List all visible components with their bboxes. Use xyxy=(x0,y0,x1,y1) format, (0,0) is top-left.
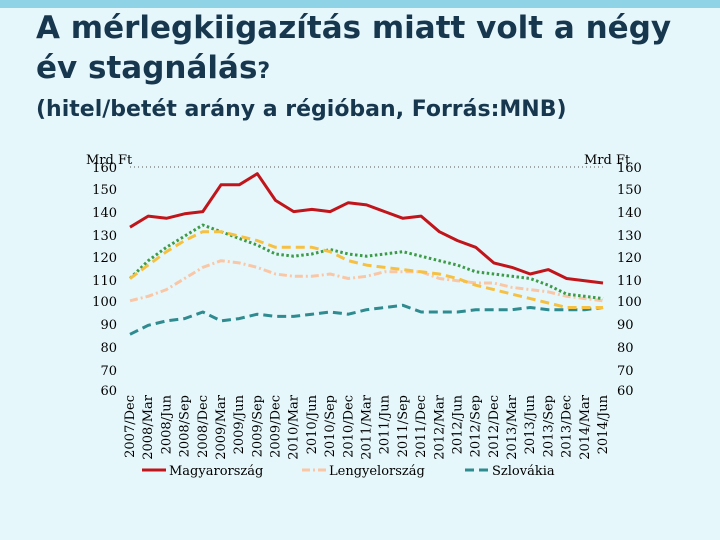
series-line-2 xyxy=(129,303,604,336)
legend-label: Lengyelország xyxy=(329,464,425,479)
y-unit-left: Mrd Ft xyxy=(86,153,133,168)
y-tick-right: 140 xyxy=(617,206,642,221)
series-line-1 xyxy=(129,259,604,303)
x-tick-label: 2009/Mar xyxy=(214,394,229,460)
x-tick-label: 2011/Jun xyxy=(378,394,393,454)
y-unit-right: Mrd Ft xyxy=(584,153,631,168)
x-tick-label: 2008/Mar xyxy=(141,394,156,460)
x-tick-label: 2013/Jun xyxy=(523,394,538,454)
y-tick-right: 60 xyxy=(617,384,634,399)
x-tick-label: 2010/Jun xyxy=(305,394,320,454)
x-tick-label: 2012/Jun xyxy=(450,394,465,454)
y-tick-left: 60 xyxy=(100,384,117,399)
x-tick-label: 2012/Sep xyxy=(469,395,484,457)
x-tick-label: 2009/Sep xyxy=(250,395,265,457)
y-tick-right: 150 xyxy=(617,183,642,198)
legend-label: Magyarország xyxy=(169,464,263,479)
y-axis-left: 160 150 140 130 120 110 100 90 80 70 60 xyxy=(92,161,117,399)
y-tick-left: 130 xyxy=(92,229,117,244)
y-tick-right: 130 xyxy=(617,229,642,244)
x-tick-label: 2014/Mar xyxy=(578,394,593,460)
y-tick-left: 120 xyxy=(92,251,117,266)
y-tick-left: 90 xyxy=(100,318,117,333)
y-tick-right: 80 xyxy=(617,341,634,356)
slide-top-bar xyxy=(0,0,720,8)
x-tick-label: 2009/Dec xyxy=(269,395,284,458)
x-tick-label: 2013/Dec xyxy=(560,395,575,458)
slide-title: A mérlegkiigazítás miatt volt a négy év … xyxy=(36,8,716,92)
x-tick-label: 2011/Sep xyxy=(396,395,411,457)
x-tick-label: 2007/Dec xyxy=(123,395,138,458)
title-main: A mérlegkiigazítás miatt volt a négy év … xyxy=(36,10,672,86)
y-tick-left: 150 xyxy=(92,183,117,198)
x-tick-label: 2010/Dec xyxy=(341,395,356,458)
x-tick-label: 2008/Dec xyxy=(196,395,211,458)
x-tick-label: 2009/Jun xyxy=(232,394,247,454)
series-line-3 xyxy=(128,223,604,301)
x-tick-label: 2012/Mar xyxy=(432,394,447,460)
y-axis-right: 160 150 140 130 120 110 100 90 80 70 60 xyxy=(617,161,642,399)
x-tick-label: 2008/Jun xyxy=(159,394,174,454)
y-tick-left: 110 xyxy=(92,274,117,289)
x-tick-label: 2011/Dec xyxy=(414,395,429,458)
y-tick-right: 70 xyxy=(617,364,634,379)
chart-legend: Magyarország Lengyelország Szlovákia xyxy=(142,464,555,479)
y-tick-left: 100 xyxy=(92,295,117,310)
chart-series xyxy=(128,172,604,336)
y-tick-right: 110 xyxy=(617,274,642,289)
x-tick-label: 2014/Jun xyxy=(596,394,611,454)
legend-label: Szlovákia xyxy=(492,464,555,479)
x-tick-label: 2010/Mar xyxy=(287,394,302,460)
x-tick-label: 2008/Sep xyxy=(178,395,193,457)
series-line-4 xyxy=(129,230,603,309)
y-tick-right: 120 xyxy=(617,251,642,266)
title-question-mark: ? xyxy=(257,59,271,84)
y-tick-right: 100 xyxy=(617,295,642,310)
series-line-0 xyxy=(129,172,604,285)
y-tick-left: 140 xyxy=(92,206,117,221)
y-tick-left: 70 xyxy=(100,364,117,379)
x-tick-label: 2011/Mar xyxy=(360,394,375,460)
x-axis: 2007/Dec 2008/Mar 2008/Jun 2008/Sep 2008/Dec… xyxy=(123,394,611,460)
y-tick-right: 160 xyxy=(617,161,642,176)
x-tick-label: 2013/Mar xyxy=(505,394,520,460)
x-tick-label: 2010/Sep xyxy=(323,395,338,457)
y-tick-left: 160 xyxy=(92,161,117,176)
slide-subtitle: (hitel/betét arány a régióban, Forrás:MN… xyxy=(36,97,567,122)
x-tick-label: 2013/Sep xyxy=(541,395,556,457)
y-tick-right: 90 xyxy=(617,318,634,333)
y-tick-left: 80 xyxy=(100,341,117,356)
x-tick-label: 2012/Dec xyxy=(487,395,502,458)
